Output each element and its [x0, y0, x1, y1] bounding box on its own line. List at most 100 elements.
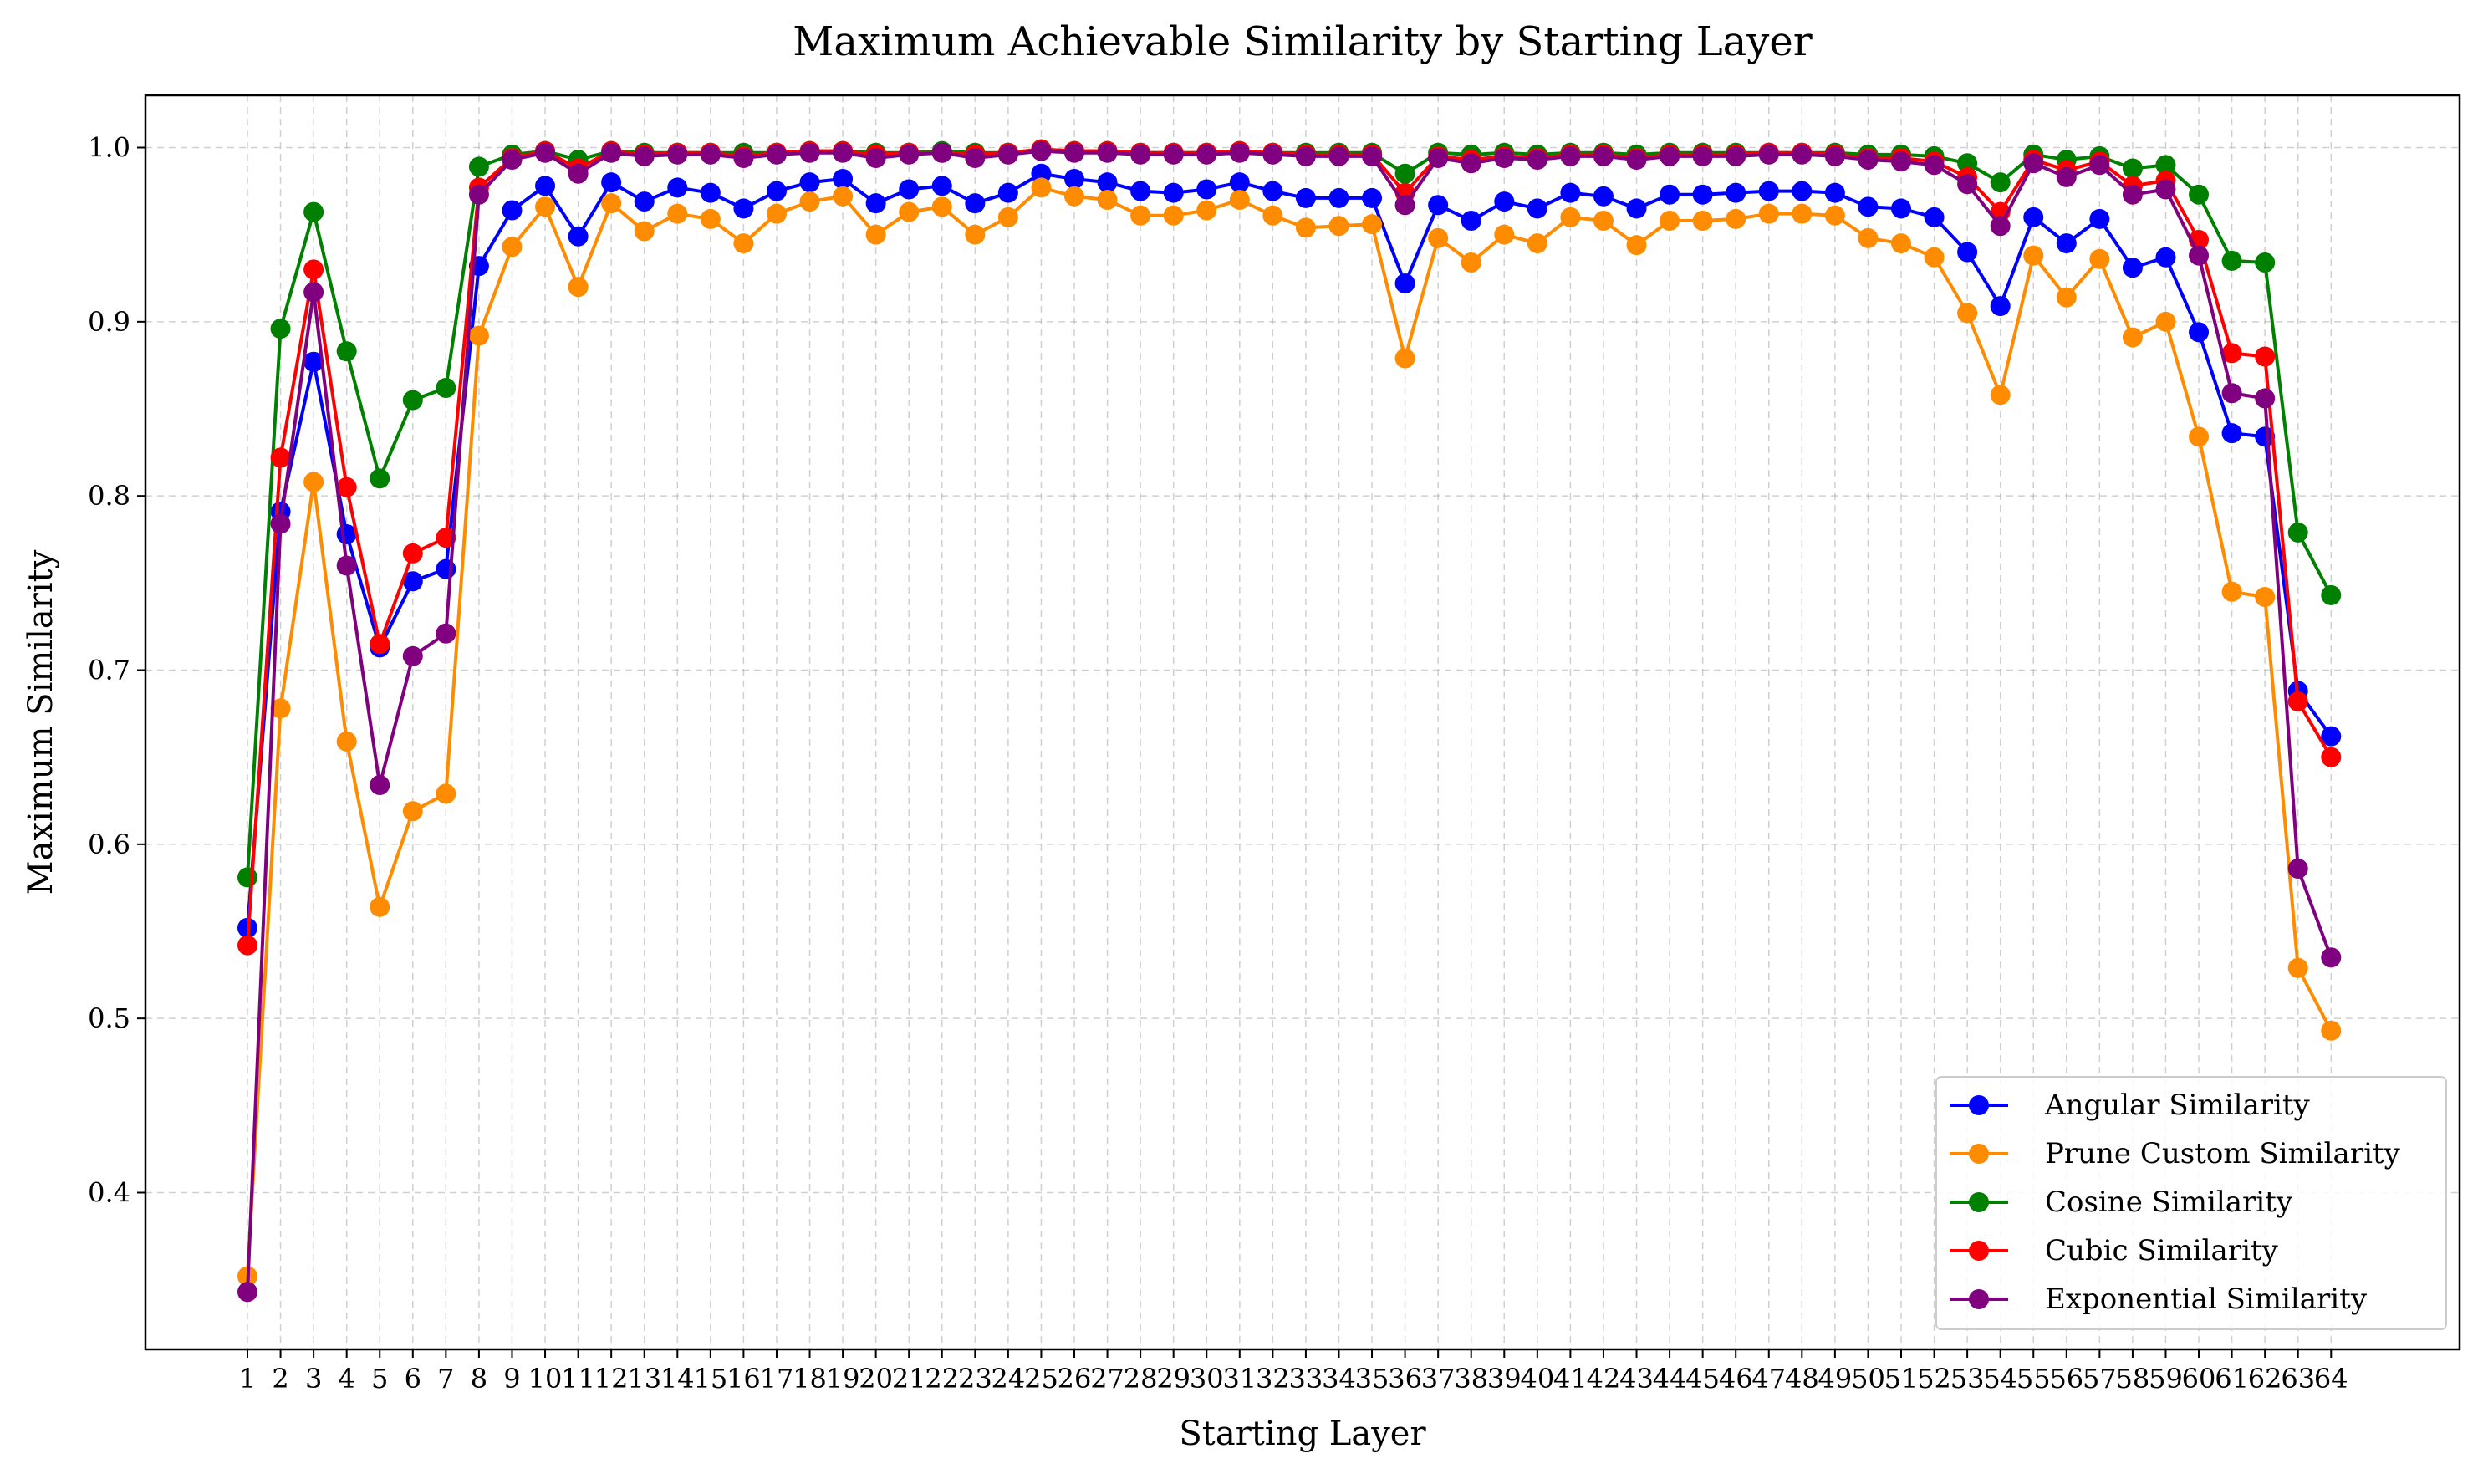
x-tick-label: 29 — [1156, 1363, 1191, 1395]
x-tick-label: 59 — [2149, 1363, 2183, 1395]
data-point — [1593, 211, 1614, 231]
data-point — [2255, 587, 2276, 607]
data-point — [1031, 140, 1052, 161]
x-tick-label: 25 — [1024, 1363, 1058, 1395]
data-point — [1792, 203, 1813, 224]
x-tick-label: 16 — [727, 1363, 761, 1395]
x-tick-label: 3 — [305, 1363, 322, 1395]
data-point — [2221, 581, 2242, 602]
data-point — [402, 571, 423, 592]
data-point — [1792, 181, 1813, 201]
data-point — [1130, 144, 1151, 165]
data-point — [1163, 144, 1184, 165]
x-tick-label: 8 — [471, 1363, 487, 1395]
series — [237, 177, 2342, 1287]
y-tick-label: 0.7 — [88, 655, 130, 686]
data-point — [402, 390, 423, 411]
data-point — [535, 142, 556, 163]
data-point — [468, 156, 489, 177]
data-point — [2255, 252, 2276, 273]
data-point — [1824, 182, 1845, 203]
x-tick-label: 38 — [1454, 1363, 1488, 1395]
series-line — [246, 149, 2333, 1293]
data-point — [1428, 148, 1449, 168]
x-tick-label: 4 — [339, 1363, 355, 1395]
data-point — [502, 200, 523, 221]
data-point — [270, 513, 291, 534]
data-point — [1295, 217, 1316, 238]
x-tick-label: 15 — [693, 1363, 727, 1395]
y-tick-label: 0.9 — [88, 306, 130, 338]
chart-title: Maximum Achievable Similarity by Startin… — [793, 18, 1813, 65]
x-tick-label: 57 — [2083, 1363, 2117, 1395]
y-tick-label: 0.8 — [88, 480, 130, 512]
x-tick-label: 31 — [1222, 1363, 1257, 1395]
data-point — [2122, 327, 2143, 348]
data-point — [833, 142, 854, 163]
data-point — [865, 193, 886, 214]
x-tick-label: 27 — [1090, 1363, 1124, 1395]
x-tick-label: 44 — [1653, 1363, 1687, 1395]
x-tick-label: 45 — [1685, 1363, 1720, 1395]
x-tick-label: 33 — [1289, 1363, 1323, 1395]
data-point — [865, 224, 886, 245]
data-point — [237, 935, 257, 956]
data-point — [2255, 346, 2276, 367]
data-point — [2221, 383, 2242, 404]
data-point — [568, 226, 589, 247]
data-point — [2023, 207, 2044, 227]
data-point — [402, 801, 423, 822]
data-point — [2056, 166, 2077, 187]
data-point — [1758, 144, 1779, 165]
data-point — [1858, 150, 1879, 171]
data-point — [270, 319, 291, 339]
data-point — [1824, 205, 1845, 226]
data-point — [303, 282, 324, 303]
data-point — [2089, 208, 2110, 229]
data-point — [2321, 1020, 2342, 1041]
x-tick-label: 18 — [793, 1363, 827, 1395]
data-point — [766, 144, 787, 165]
data-point — [2287, 691, 2308, 711]
data-point — [1295, 145, 1316, 166]
x-tick-label: 32 — [1256, 1363, 1290, 1395]
data-point — [965, 224, 986, 245]
x-tick-label: 6 — [405, 1363, 421, 1395]
y-tick-label: 0.4 — [88, 1177, 130, 1209]
data-point — [2255, 388, 2276, 409]
x-tick-label: 5 — [371, 1363, 388, 1395]
data-point — [1957, 303, 1978, 324]
data-point — [766, 181, 787, 201]
data-point — [899, 144, 920, 165]
data-point — [2287, 957, 2308, 978]
data-point — [1031, 163, 1052, 184]
data-point — [1990, 172, 2011, 193]
x-tick-label: 34 — [1322, 1363, 1356, 1395]
legend-swatch-marker — [1969, 1289, 1989, 1309]
data-point — [1626, 235, 1647, 256]
data-point — [1229, 172, 1250, 193]
data-point — [1362, 145, 1383, 166]
data-point — [1758, 181, 1779, 201]
data-point — [799, 172, 820, 193]
data-point — [1064, 169, 1084, 189]
x-tick-label: 48 — [1785, 1363, 1819, 1395]
y-axis-title: Maximum Similarity — [22, 549, 60, 895]
data-point — [336, 477, 357, 497]
data-point — [2189, 426, 2210, 447]
data-point — [2155, 179, 2176, 200]
data-point — [1031, 177, 1052, 198]
legend-label: Cosine Similarity — [2045, 1186, 2293, 1219]
data-point — [2089, 155, 2110, 176]
data-point — [336, 731, 357, 752]
data-point — [1593, 145, 1614, 166]
data-point — [997, 207, 1018, 227]
x-tick-label: 23 — [958, 1363, 992, 1395]
data-point — [1362, 187, 1383, 208]
data-point — [1891, 198, 1911, 219]
data-point — [601, 193, 622, 214]
y-tick-label: 0.5 — [88, 1002, 130, 1034]
data-point — [1130, 181, 1151, 201]
data-point — [1494, 191, 1515, 212]
x-tick-label: 26 — [1058, 1363, 1092, 1395]
